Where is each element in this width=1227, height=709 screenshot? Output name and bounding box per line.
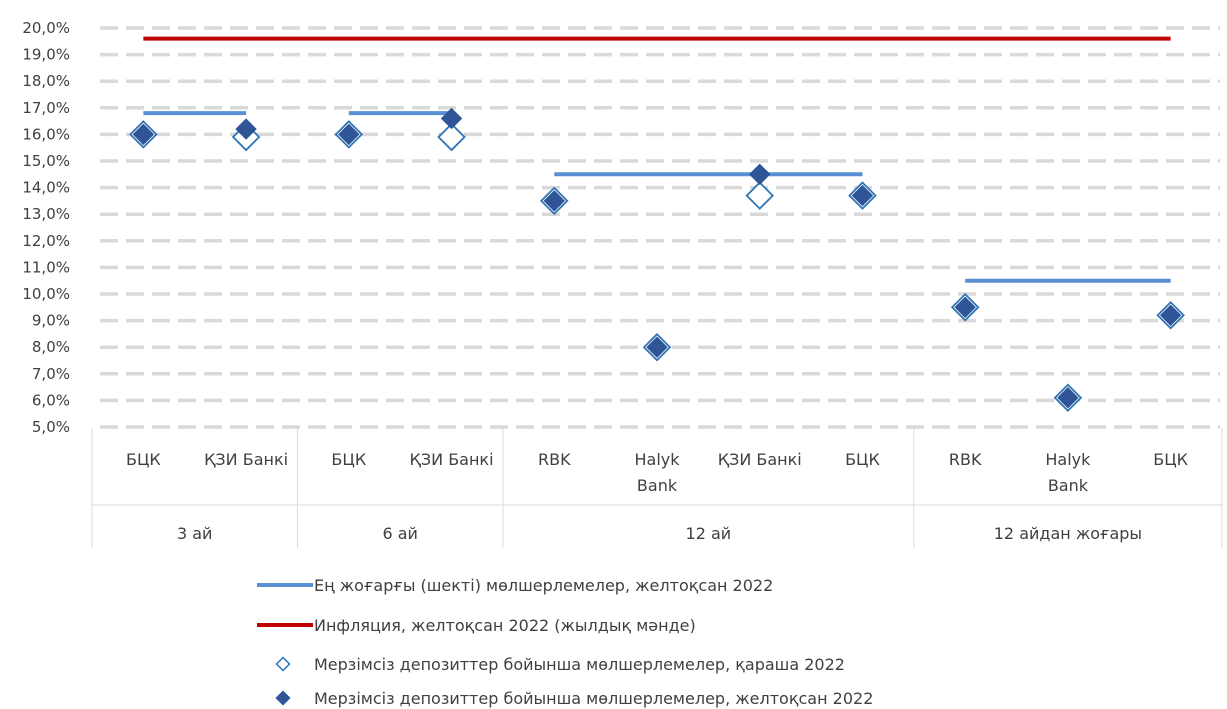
x-group-label: 12 айдан жоғары [994, 524, 1142, 543]
x-category-label: ҚЗИ Банкі [718, 450, 802, 469]
x-category-label: ҚЗИ Банкі [204, 450, 288, 469]
y-tick-label: 12,0% [22, 232, 70, 250]
x-category-label: БЦК [1153, 450, 1188, 469]
november-rate-marker [745, 181, 775, 210]
y-tick-label: 7,0% [32, 365, 70, 383]
december-rate-marker [646, 336, 668, 358]
y-tick-label: 16,0% [22, 125, 70, 143]
x-category-label: БЦК [331, 450, 366, 469]
legend-label: Мерзімсіз депозиттер бойынша мөлшерлемел… [314, 655, 845, 674]
x-category-label: Bank [1048, 476, 1089, 495]
december-rate-marker [1057, 387, 1079, 409]
y-tick-label: 14,0% [22, 179, 70, 197]
december-rate-marker [338, 123, 360, 146]
y-tick-label: 18,0% [22, 72, 70, 90]
december-rate-marker [543, 190, 565, 212]
y-tick-label: 13,0% [22, 205, 70, 223]
legend-label: Мерзімсіз депозиттер бойынша мөлшерлемел… [314, 689, 873, 708]
legend-diamond-swatch [275, 656, 291, 672]
y-tick-label: 10,0% [22, 285, 70, 303]
december-rate-marker [954, 296, 976, 319]
x-category-label: RBK [949, 450, 982, 469]
x-group-label: 6 ай [382, 524, 417, 543]
y-tick-label: 9,0% [32, 312, 70, 330]
y-tick-label: 5,0% [32, 418, 70, 436]
x-category-label: Halyk [1045, 450, 1091, 469]
x-category-label: ҚЗИ Банкі [410, 450, 494, 469]
x-category-label: RBK [538, 450, 571, 469]
december-rate-marker [851, 184, 874, 207]
x-category-label: Bank [637, 476, 678, 495]
x-group-label: 3 ай [177, 524, 212, 543]
december-rate-marker [440, 107, 463, 130]
y-tick-label: 20,0% [22, 19, 70, 37]
november-rate-marker [437, 122, 466, 152]
y-tick-label: 8,0% [32, 338, 70, 356]
december-rate-marker [132, 123, 155, 146]
y-tick-label: 6,0% [32, 391, 70, 409]
legend-label: Инфляция, желтоқсан 2022 (жылдық мәнде) [314, 616, 696, 635]
legend-label: Ең жоғарғы (шекті) мөлшерлемелер, желтоқ… [314, 576, 773, 595]
x-category-label: БЦК [845, 450, 880, 469]
x-category-label: БЦК [126, 450, 161, 469]
y-tick-label: 11,0% [22, 258, 70, 276]
x-group-label: 12 ай [686, 524, 732, 543]
december-rate-marker [1159, 304, 1182, 326]
legend-diamond-swatch [275, 690, 291, 706]
december-rate-marker [749, 163, 771, 186]
x-category-label: Halyk [634, 450, 680, 469]
y-tick-label: 15,0% [22, 152, 70, 170]
y-tick-label: 19,0% [22, 46, 70, 64]
y-tick-label: 17,0% [22, 99, 70, 117]
december-rate-marker [235, 118, 257, 140]
